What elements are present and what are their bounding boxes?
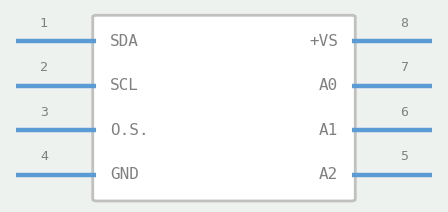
- Text: 7: 7: [400, 61, 408, 74]
- Text: SDA: SDA: [110, 34, 138, 49]
- Text: GND: GND: [110, 167, 138, 182]
- Text: 1: 1: [40, 17, 48, 30]
- Text: 2: 2: [40, 61, 48, 74]
- Text: 8: 8: [400, 17, 408, 30]
- Text: O.S.: O.S.: [110, 123, 148, 138]
- Text: A0: A0: [319, 78, 338, 93]
- Text: +VS: +VS: [310, 34, 338, 49]
- Text: 5: 5: [400, 150, 408, 163]
- Text: 3: 3: [40, 106, 48, 119]
- Text: A1: A1: [319, 123, 338, 138]
- FancyBboxPatch shape: [93, 15, 355, 201]
- Text: 6: 6: [400, 106, 408, 119]
- Text: A2: A2: [319, 167, 338, 182]
- Text: SCL: SCL: [110, 78, 138, 93]
- Text: 4: 4: [40, 150, 48, 163]
